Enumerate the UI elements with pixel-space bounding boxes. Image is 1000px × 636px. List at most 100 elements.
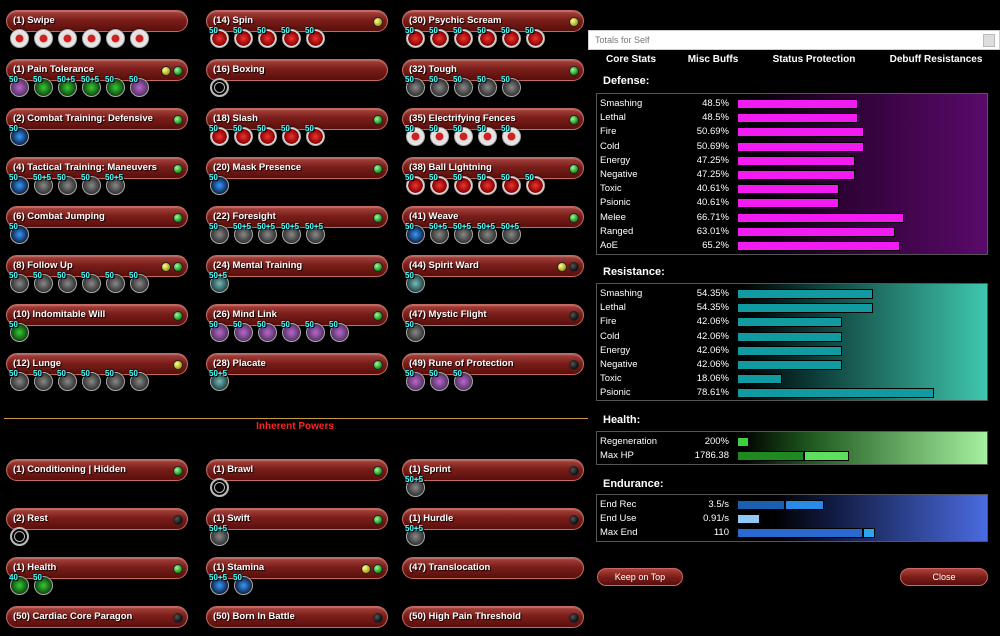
enhancement-icon[interactable]: 50	[453, 173, 473, 195]
power-slot-rune-of-protection[interactable]: (49) Rune of Protection 50 50 50	[402, 353, 584, 397]
status-led-icon[interactable]	[173, 360, 183, 370]
enhancement-icon[interactable]: 50	[501, 173, 521, 195]
enhancement-icon[interactable]: 50	[453, 26, 473, 48]
enhancement-icon[interactable]: 50	[501, 26, 521, 48]
power-pill[interactable]: (1) Swift	[206, 508, 388, 530]
enhancement-icon[interactable]: 50	[209, 124, 229, 146]
enhancement-icon[interactable]: 50+5	[209, 573, 229, 595]
power-slot-lunge[interactable]: (12) Lunge 50 50 50 50 50 50	[6, 353, 188, 397]
status-led-icon[interactable]	[161, 262, 171, 272]
power-slot-mind-link[interactable]: (26) Mind Link 50 50 50 50 50 50	[206, 304, 388, 348]
enhancement-icon[interactable]: 50	[209, 26, 229, 48]
power-pill[interactable]: (10) Indomitable Will	[6, 304, 188, 326]
enhancement-icon[interactable]: 50	[429, 369, 449, 391]
status-led-icon[interactable]	[373, 564, 383, 574]
enhancement-icon[interactable]: 50	[405, 271, 425, 293]
empty-slot-icon[interactable]	[10, 527, 29, 546]
status-led-icon[interactable]	[173, 213, 183, 223]
status-led-icon[interactable]	[569, 17, 579, 27]
status-led-icon[interactable]	[373, 213, 383, 223]
enhancement-icon[interactable]: 50	[105, 271, 125, 293]
status-led-icon[interactable]	[569, 66, 579, 76]
power-pill[interactable]: (1) Hurdle	[402, 508, 584, 530]
status-led-icon[interactable]	[373, 613, 383, 623]
power-slot-conditioning-hidden[interactable]: (1) Conditioning | Hidden	[6, 459, 188, 503]
enhancement-icon[interactable]: 50	[281, 124, 301, 146]
empty-slot-icon[interactable]	[210, 78, 229, 97]
enhancement-icon[interactable]: 50	[9, 222, 29, 244]
enhancement-icon[interactable]: 50	[477, 173, 497, 195]
enhancement-icon[interactable]: 50+5	[209, 369, 229, 391]
power-slot-pain-tolerance[interactable]: (1) Pain Tolerance 50 50 50+5 50+5 50 50	[6, 59, 188, 103]
power-slot-foresight[interactable]: (22) Foresight 50 50+5 50+5 50+5 50+5	[206, 206, 388, 250]
tab-debuff-resistances[interactable]: Debuff Resistances	[889, 54, 983, 65]
enhancement-icon[interactable]: 50	[453, 75, 473, 97]
power-slot-swipe[interactable]: (1) Swipe	[6, 10, 188, 54]
enhancement-icon[interactable]: 50	[453, 124, 473, 146]
enhancement-icon[interactable]: 50	[405, 222, 425, 244]
enhancement-icon[interactable]: 50	[81, 369, 101, 391]
enhancement-icon[interactable]: 50+5	[33, 173, 53, 195]
enhancement-icon[interactable]: 50	[9, 124, 29, 146]
enhancement-icon[interactable]: 50	[105, 75, 125, 97]
status-led-icon[interactable]	[557, 262, 567, 272]
status-led-icon[interactable]	[161, 66, 171, 76]
power-pill[interactable]: (2) Rest	[6, 508, 188, 530]
power-slot-tough[interactable]: (32) Tough 50 50 50 50 50	[402, 59, 584, 103]
power-slot-spirit-ward[interactable]: (44) Spirit Ward 50	[402, 255, 584, 299]
enhancement-icon[interactable]: 50	[429, 26, 449, 48]
enhancement-icon[interactable]: 50	[477, 26, 497, 48]
enhancement-icon[interactable]: 50+5	[233, 222, 253, 244]
power-slot-tactical-training-maneuvers[interactable]: (4) Tactical Training: Maneuvers 50 50+5 50…	[6, 157, 188, 201]
enhancement-icon[interactable]: 50	[33, 369, 53, 391]
enhancement-icon[interactable]	[34, 29, 53, 48]
power-slot-combat-training-defensive[interactable]: (2) Combat Training: Defensive 50	[6, 108, 188, 152]
power-slot-weave[interactable]: (41) Weave 50 50+5 50+5 50+5 50+5	[402, 206, 584, 250]
enhancement-icon[interactable]: 50+5	[81, 75, 101, 97]
enhancement-icon[interactable]: 50	[129, 369, 149, 391]
enhancement-icon[interactable]: 50	[453, 369, 473, 391]
status-led-icon[interactable]	[373, 515, 383, 525]
enhancement-icon[interactable]: 50+5	[429, 222, 449, 244]
enhancement-icon[interactable]: 50	[257, 26, 277, 48]
power-pill[interactable]: (20) Mask Presence	[206, 157, 388, 179]
enhancement-icon[interactable]: 50	[33, 75, 53, 97]
power-pill[interactable]: (47) Mystic Flight	[402, 304, 584, 326]
status-led-icon[interactable]	[173, 564, 183, 574]
enhancement-icon[interactable]: 50+5	[305, 222, 325, 244]
power-slot-indomitable-will[interactable]: (10) Indomitable Will 50	[6, 304, 188, 348]
tab-status-protection[interactable]: Status Protection	[772, 54, 856, 65]
enhancement-icon[interactable]	[130, 29, 149, 48]
enhancement-icon[interactable]: 50+5	[209, 271, 229, 293]
totals-titlebar[interactable]: Totals for Self	[588, 30, 1000, 50]
power-slot-health[interactable]: (1) Health 40 50	[6, 557, 188, 601]
enhancement-icon[interactable]: 50	[429, 75, 449, 97]
status-led-icon[interactable]	[569, 311, 579, 321]
enhancement-icon[interactable]: 50	[9, 75, 29, 97]
power-pill[interactable]: (4) Tactical Training: Maneuvers	[6, 157, 188, 179]
enhancement-icon[interactable]: 50+5	[453, 222, 473, 244]
enhancement-icon[interactable]: 50+5	[105, 173, 125, 195]
status-led-icon[interactable]	[569, 262, 579, 272]
enhancement-icon[interactable]: 40	[9, 573, 29, 595]
enhancement-icon[interactable]: 50	[477, 124, 497, 146]
status-led-icon[interactable]	[173, 515, 183, 525]
enhancement-icon[interactable]: 50	[501, 75, 521, 97]
power-slot-brawl[interactable]: (1) Brawl	[206, 459, 388, 503]
enhancement-icon[interactable]: 50	[405, 124, 425, 146]
enhancement-icon[interactable]: 50	[281, 320, 301, 342]
enhancement-icon[interactable]: 50	[57, 173, 77, 195]
enhancement-icon[interactable]: 50	[129, 75, 149, 97]
enhancement-icon[interactable]: 50	[81, 173, 101, 195]
enhancement-icon[interactable]: 50+5	[257, 222, 277, 244]
window-control-icon[interactable]	[983, 34, 995, 47]
power-pill[interactable]: (50) High Pain Threshold	[402, 606, 584, 628]
enhancement-icon[interactable]: 50	[9, 320, 29, 342]
status-led-icon[interactable]	[569, 466, 579, 476]
enhancement-icon[interactable]: 50	[57, 369, 77, 391]
power-slot-placate[interactable]: (28) Placate 50+5	[206, 353, 388, 397]
enhancement-icon[interactable]: 50	[209, 320, 229, 342]
power-slot-hurdle[interactable]: (1) Hurdle 50+5	[402, 508, 584, 552]
status-led-icon[interactable]	[173, 115, 183, 125]
power-slot-mask-presence[interactable]: (20) Mask Presence 50	[206, 157, 388, 201]
